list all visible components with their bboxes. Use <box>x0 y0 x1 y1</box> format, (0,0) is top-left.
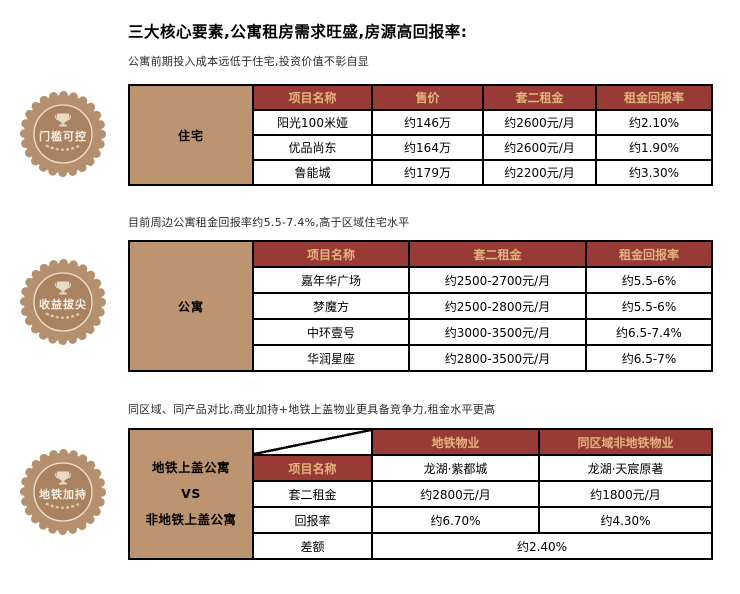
project-name: 梦魔方 <box>252 292 410 320</box>
col-header-project: 项目名称 <box>252 240 410 268</box>
yield: 约5.5-6% <box>585 292 713 320</box>
col-header-yield: 租金回报率 <box>585 240 713 268</box>
table-row: 梦魔方 约2500-2800元/月 约5.5-6% <box>129 292 713 320</box>
category-cell-apartment: 公寓 <box>128 240 254 372</box>
row-header-project: 项目名称 <box>252 454 373 482</box>
badge-metro: 地铁加持 <box>19 448 107 540</box>
table-row: 套二租金 约2800元/月 约1800元/月 <box>129 480 713 508</box>
table-row: 鲁能城 约179万 约2200元/月 约3.30% <box>129 159 713 186</box>
yield: 约6.5-7.4% <box>585 318 713 346</box>
yield: 约3.30% <box>595 159 713 186</box>
badge-label: 收益拔尖 <box>39 297 87 311</box>
rent: 约2600元/月 <box>482 109 597 136</box>
metro-comparison-table: 地铁上盖公寓 VS 非地铁上盖公寓 地铁物业 同区域非地铁物业 项目名称 龙湖·… <box>128 428 713 560</box>
rent: 约2500-2700元/月 <box>408 266 587 294</box>
section3-subtitle: 同区域、同产品对比,商业加持+地铁上盖物业更具备竞争力,租金水平更高 <box>128 403 496 416</box>
table-row: 项目名称 龙湖·紫都城 龙湖·天宸原著 <box>129 454 713 482</box>
badge-label: 门槛可控 <box>39 129 87 143</box>
table-row: 华润星座 约2800-3500元/月 约6.5-7% <box>129 344 713 372</box>
laurel-icon <box>45 144 81 151</box>
metro-rent: 约2800元/月 <box>371 480 540 508</box>
project-name: 中环壹号 <box>252 318 410 346</box>
col-header-project: 项目名称 <box>252 84 373 111</box>
rent: 约2800-3500元/月 <box>408 344 587 372</box>
badge-returns: 收益拔尖 <box>19 258 107 350</box>
apartment-table: 公寓 项目名称 套二租金 租金回报率 嘉年华广场 约2500-2700元/月 约… <box>128 240 713 372</box>
yield-difference: 约2.40% <box>371 532 713 560</box>
seal-medal-icon: 门槛可控 <box>20 91 106 177</box>
col-header-price: 售价 <box>371 84 484 111</box>
table-row: 嘉年华广场 约2500-2700元/月 约5.5-6% <box>129 266 713 294</box>
rent: 约3000-3500元/月 <box>408 318 587 346</box>
category-line: VS <box>181 485 201 501</box>
rent: 约2500-2800元/月 <box>408 292 587 320</box>
col-header-non-metro: 同区域非地铁物业 <box>538 428 713 456</box>
diagonal-split-cell <box>252 428 373 456</box>
yield: 约1.90% <box>595 134 713 161</box>
project-name: 阳光100米娅 <box>252 109 373 136</box>
non-metro-rent: 约1800元/月 <box>538 480 713 508</box>
project-name: 华润星座 <box>252 344 410 372</box>
col-header-metro: 地铁物业 <box>371 428 540 456</box>
section2-subtitle: 目前周边公寓租金回报率约5.5-7.4%,高于区域住宅水平 <box>128 216 410 229</box>
price: 约146万 <box>371 109 484 136</box>
laurel-icon <box>45 312 81 319</box>
residential-table: 住宅 项目名称 售价 套二租金 租金回报率 阳光100米娅 约146万 约260… <box>128 84 713 186</box>
table-header-row: 公寓 项目名称 套二租金 租金回报率 <box>128 240 713 372</box>
yield: 约5.5-6% <box>585 266 713 294</box>
table-row: 优品尚东 约164万 约2600元/月 约1.90% <box>129 134 713 161</box>
rent: 约2600元/月 <box>482 134 597 161</box>
project-name: 优品尚东 <box>252 134 373 161</box>
row-label-difference: 差额 <box>252 532 373 560</box>
badge-label: 地铁加持 <box>39 487 87 501</box>
project-name: 嘉年华广场 <box>252 266 410 294</box>
category-line: 非地铁上盖公寓 <box>145 512 237 528</box>
table-row: 差额 约2.40% <box>129 532 713 560</box>
price: 约164万 <box>371 134 484 161</box>
col-header-rent: 套二租金 <box>408 240 587 268</box>
col-header-rent: 套二租金 <box>482 84 597 111</box>
category-cell-residential: 住宅 <box>128 84 254 186</box>
table-header-row: 住宅 项目名称 售价 套二租金 租金回报率 <box>128 84 713 186</box>
table-row: 回报率 约6.70% 约4.30% <box>129 506 713 534</box>
section1-subtitle: 公寓前期投入成本远低于住宅,投资价值不彰自显 <box>128 55 370 68</box>
yield: 约6.5-7% <box>585 344 713 372</box>
row-label-yield: 回报率 <box>252 506 373 534</box>
col-header-yield: 租金回报率 <box>595 84 713 111</box>
page-title: 三大核心要素,公寓租房需求旺盛,房源高回报率: <box>128 23 468 41</box>
table-row: 阳光100米娅 约146万 约2600元/月 约2.10% <box>129 109 713 136</box>
table-header-row: 地铁上盖公寓 VS 非地铁上盖公寓 地铁物业 同区域非地铁物业 <box>128 428 713 560</box>
project-name: 鲁能城 <box>252 159 373 186</box>
trophy-icon <box>55 281 71 295</box>
category-line: 地铁上盖公寓 <box>151 459 230 475</box>
row-label-rent: 套二租金 <box>252 480 373 508</box>
metro-yield: 约6.70% <box>371 506 540 534</box>
trophy-icon <box>55 471 71 485</box>
seal-medal-icon: 地铁加持 <box>20 449 106 535</box>
category-cell-comparison: 地铁上盖公寓 VS 非地铁上盖公寓 <box>128 428 254 560</box>
trophy-icon <box>55 113 71 127</box>
metro-project: 龙湖·紫都城 <box>371 454 540 482</box>
non-metro-project: 龙湖·天宸原著 <box>538 454 713 482</box>
non-metro-yield: 约4.30% <box>538 506 713 534</box>
badge-threshold: 门槛可控 <box>19 90 107 182</box>
price: 约179万 <box>371 159 484 186</box>
table-row: 中环壹号 约3000-3500元/月 约6.5-7.4% <box>129 318 713 346</box>
seal-medal-icon: 收益拔尖 <box>20 259 106 345</box>
rent: 约2200元/月 <box>482 159 597 186</box>
laurel-icon <box>45 502 81 509</box>
yield: 约2.10% <box>595 109 713 136</box>
